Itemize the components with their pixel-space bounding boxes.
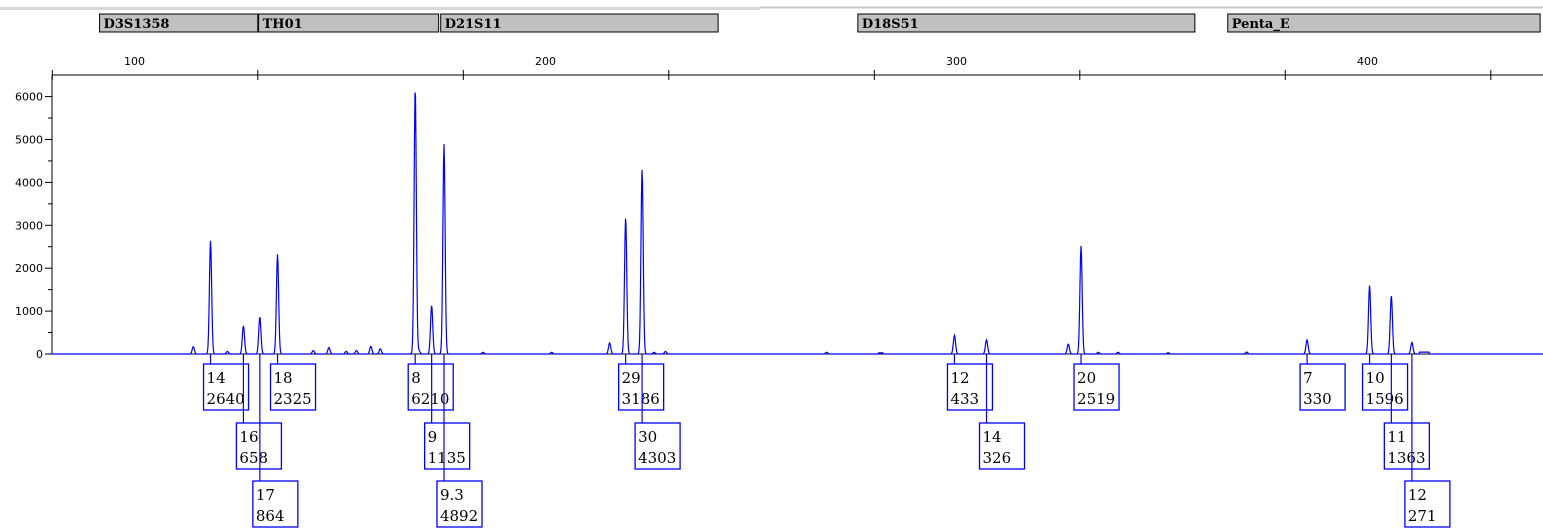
locus-label: Penta_E	[1232, 17, 1290, 32]
locus-bar-group: D3S1358 TH01 D21S11 D18S51 Penta_E	[99, 13, 1541, 33]
locus-label: TH01	[263, 17, 303, 32]
allele-name: 20	[1077, 369, 1096, 387]
allele-name: 14	[983, 428, 1002, 446]
allele-height: 326	[983, 449, 1012, 467]
allele-name: 8	[411, 369, 421, 387]
allele-name: 12	[950, 369, 969, 387]
y-tick-label: 4000	[15, 176, 43, 189]
locus-bar	[258, 13, 440, 33]
allele-name: 10	[1366, 369, 1385, 387]
x-tick-label: 100	[124, 55, 145, 68]
allele-name: 11	[1387, 428, 1406, 446]
allele-name: 9	[428, 428, 438, 446]
allele-height: 271	[1408, 507, 1437, 525]
allele-call-box	[202, 363, 250, 411]
y-tick-label: 5000	[15, 133, 43, 146]
locus-label: D21S11	[445, 17, 502, 32]
allele-height: 864	[256, 507, 285, 525]
y-tick-label: 1000	[15, 305, 43, 318]
allele-call-box	[252, 480, 299, 528]
locus-label: D3S1358	[104, 17, 170, 32]
allele-call-box	[617, 363, 665, 411]
allele-height: 2325	[274, 390, 312, 408]
allele-name: 16	[239, 428, 258, 446]
allele-name: 12	[1408, 486, 1427, 504]
allele-height: 1596	[1366, 390, 1404, 408]
allele-name: 29	[622, 369, 641, 387]
locus-bar	[857, 13, 1196, 33]
x-tick-label: 200	[535, 55, 556, 68]
allele-call-box	[407, 363, 454, 411]
locus-bar	[99, 13, 259, 33]
locus-label: D18S51	[862, 17, 919, 32]
allele-height: 1135	[428, 449, 466, 467]
signal-trace	[52, 92, 1543, 355]
x-axis: 100 200 300 400	[51, 55, 1543, 80]
allele-height: 658	[239, 449, 268, 467]
allele-marker-group: 14 2640 16 658 17 864 18 2325 8 6210 9 1135 9.3 4892 2…	[202, 354, 1451, 528]
allele-call-box	[1361, 363, 1409, 411]
allele-call-box	[634, 422, 681, 470]
allele-call-box	[436, 480, 483, 528]
allele-call-box	[269, 363, 317, 411]
allele-call-box	[235, 422, 283, 470]
y-tick-label: 0	[36, 348, 43, 361]
x-tick-label: 400	[1357, 55, 1378, 68]
allele-call-box	[1383, 422, 1430, 470]
allele-name: 7	[1303, 369, 1313, 387]
allele-call-box	[1299, 363, 1346, 411]
allele-height: 2640	[207, 390, 245, 408]
allele-height: 2519	[1077, 390, 1115, 408]
allele-height: 1363	[1387, 449, 1425, 467]
trace-layer	[52, 92, 1543, 355]
allele-height: 4303	[638, 449, 676, 467]
allele-height: 4892	[440, 507, 478, 525]
allele-call-box	[946, 363, 994, 411]
allele-height: 3186	[622, 390, 660, 408]
allele-height: 6210	[411, 390, 449, 408]
allele-height: 433	[950, 390, 979, 408]
allele-call-box	[424, 422, 471, 470]
allele-name: 9.3	[440, 486, 464, 504]
allele-height: 330	[1303, 390, 1332, 408]
y-tick-label: 2000	[15, 262, 43, 275]
allele-name: 17	[256, 486, 275, 504]
y-tick-label: 6000	[15, 91, 43, 104]
locus-bar	[1227, 13, 1541, 33]
y-tick-label: 3000	[15, 219, 43, 232]
locus-bar	[440, 13, 719, 33]
allele-name: 14	[207, 369, 226, 387]
allele-name: 30	[638, 428, 657, 446]
x-tick-label: 300	[946, 55, 967, 68]
allele-call-box	[978, 422, 1026, 470]
allele-call-box	[1404, 480, 1451, 528]
allele-name: 18	[274, 369, 293, 387]
allele-call-box	[1073, 363, 1120, 411]
